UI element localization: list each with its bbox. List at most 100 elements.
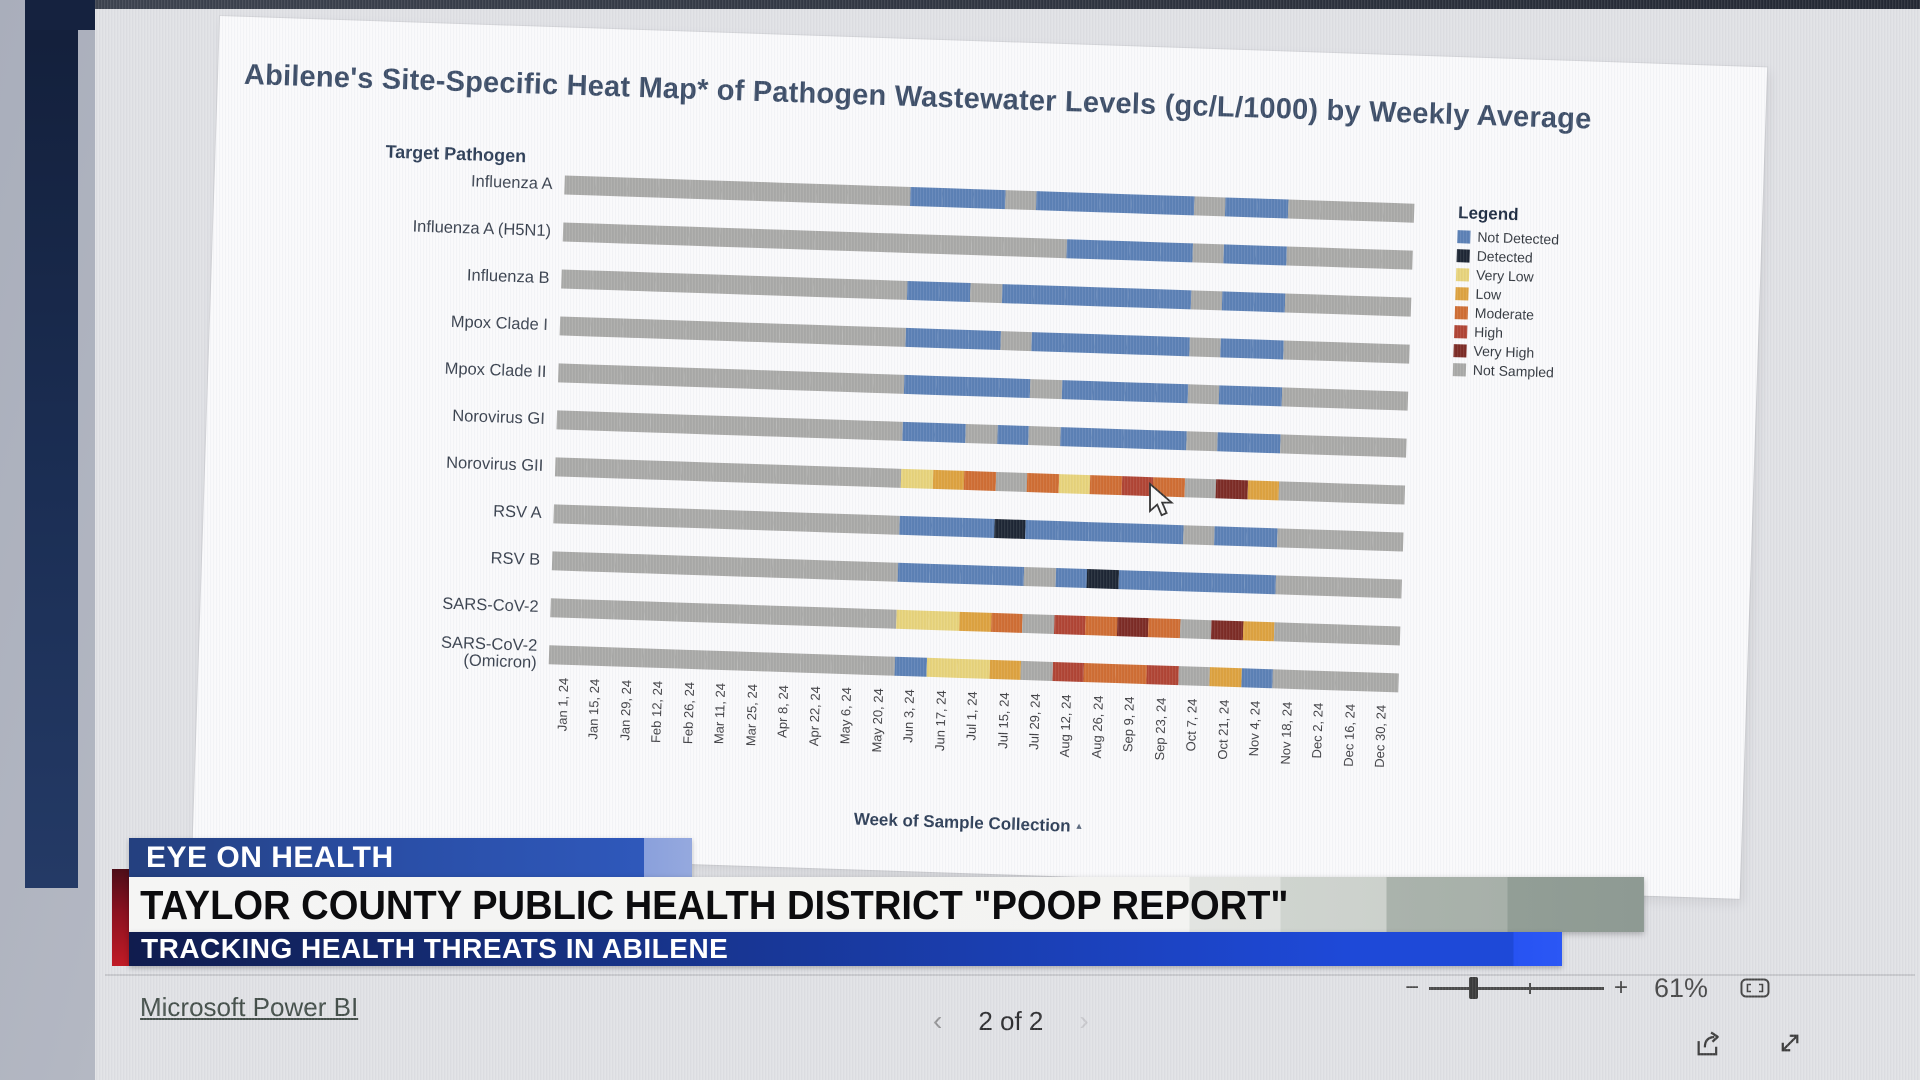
- heatmap-cell[interactable]: [1192, 243, 1225, 264]
- heatmap-cell[interactable]: [1099, 193, 1132, 214]
- heatmap-cell[interactable]: [1129, 241, 1162, 262]
- heatmap-cell[interactable]: [737, 651, 770, 672]
- heatmap-cell[interactable]: [1211, 620, 1244, 641]
- heatmap-cell[interactable]: [551, 551, 584, 572]
- heatmap-cell[interactable]: [897, 562, 931, 583]
- heatmap-cell[interactable]: [806, 465, 839, 486]
- heatmap-cell[interactable]: [973, 189, 1006, 210]
- heatmap-cell[interactable]: [1003, 237, 1036, 258]
- heatmap-cell[interactable]: [989, 659, 1022, 680]
- heatmap-cell[interactable]: [1052, 661, 1085, 682]
- heatmap-cell[interactable]: [1307, 576, 1340, 597]
- heatmap-cell[interactable]: [937, 328, 970, 350]
- heatmap-cell[interactable]: [899, 515, 932, 536]
- heatmap-cell[interactable]: [674, 649, 707, 670]
- heatmap-cell[interactable]: [1308, 529, 1341, 550]
- heatmap-cell[interactable]: [1242, 621, 1275, 642]
- heatmap-cell[interactable]: [1303, 670, 1336, 691]
- heatmap-cell[interactable]: [1160, 242, 1193, 263]
- heatmap-cell[interactable]: [1253, 292, 1286, 313]
- heatmap-cell[interactable]: [562, 222, 595, 243]
- heatmap-cell[interactable]: [1061, 380, 1094, 401]
- heatmap-cell[interactable]: [550, 598, 583, 619]
- heatmap-cell[interactable]: [997, 425, 1030, 446]
- heatmap-cell[interactable]: [1115, 664, 1148, 685]
- heatmap-cell[interactable]: [1244, 574, 1277, 595]
- heatmap-cell[interactable]: [1376, 390, 1409, 411]
- heatmap-cell[interactable]: [688, 226, 721, 247]
- heatmap-cell[interactable]: [1382, 202, 1415, 223]
- heatmap-cell[interactable]: [680, 461, 713, 482]
- heatmap-cell[interactable]: [831, 654, 864, 675]
- heatmap-cell[interactable]: [800, 653, 833, 674]
- heatmap-cell[interactable]: [1366, 672, 1399, 693]
- heatmap-cell[interactable]: [926, 657, 959, 678]
- heatmap-cell[interactable]: [657, 225, 690, 246]
- heatmap-cell[interactable]: [1250, 386, 1283, 407]
- heatmap-cell[interactable]: [904, 374, 937, 395]
- heatmap-cell[interactable]: [990, 612, 1023, 633]
- heatmap-cell[interactable]: [1154, 430, 1187, 451]
- heatmap-cell[interactable]: [901, 468, 934, 489]
- heatmap-cell[interactable]: [1096, 287, 1129, 308]
- heatmap-cell[interactable]: [685, 320, 718, 341]
- heatmap-cell[interactable]: [878, 185, 912, 206]
- heatmap-cell[interactable]: [1283, 340, 1316, 361]
- heatmap-cell[interactable]: [1288, 199, 1321, 220]
- heatmap-cell[interactable]: [941, 188, 974, 209]
- heatmap-cell[interactable]: [1254, 245, 1288, 266]
- heatmap-cell[interactable]: [1092, 381, 1126, 402]
- fullscreen-expand-icon[interactable]: [1775, 1028, 1805, 1063]
- heatmap-cell[interactable]: [1097, 240, 1130, 261]
- heatmap-cell[interactable]: [739, 604, 772, 625]
- heatmap-cell[interactable]: [1217, 432, 1250, 453]
- heatmap-cell[interactable]: [1369, 578, 1403, 599]
- heatmap-cell[interactable]: [902, 421, 935, 442]
- heatmap-cell[interactable]: [554, 457, 588, 478]
- powerbi-brand-link[interactable]: Microsoft Power BI: [140, 992, 359, 1022]
- heatmap-cell[interactable]: [748, 322, 781, 343]
- heatmap-cell[interactable]: [559, 316, 592, 337]
- heatmap-cell[interactable]: [1116, 617, 1149, 638]
- heatmap-cell[interactable]: [713, 415, 746, 436]
- heatmap-cell[interactable]: [838, 466, 871, 487]
- heatmap-cell[interactable]: [643, 648, 676, 669]
- heatmap-cell[interactable]: [927, 610, 960, 631]
- heatmap-cell[interactable]: [869, 467, 902, 488]
- heatmap-cell[interactable]: [1094, 334, 1127, 355]
- heatmap-cell[interactable]: [1089, 475, 1122, 496]
- heatmap-cell[interactable]: [751, 228, 784, 249]
- heatmap-cell[interactable]: [1122, 429, 1155, 450]
- heatmap-cell[interactable]: [993, 518, 1026, 539]
- sort-icon[interactable]: ▲: [1074, 820, 1084, 832]
- heatmap-cell[interactable]: [677, 555, 710, 576]
- heatmap-cell[interactable]: [740, 557, 773, 578]
- heatmap-cell[interactable]: [940, 235, 973, 256]
- heatmap-cell[interactable]: [1036, 191, 1069, 212]
- heatmap-cell[interactable]: [805, 512, 838, 533]
- heatmap-cell[interactable]: [690, 179, 723, 200]
- heatmap-cell[interactable]: [1240, 668, 1274, 689]
- heatmap-cell[interactable]: [644, 601, 677, 622]
- heatmap-cell[interactable]: [1374, 437, 1407, 458]
- heatmap-cell[interactable]: [1055, 568, 1088, 589]
- heatmap-cell[interactable]: [866, 561, 899, 582]
- heatmap-cell[interactable]: [839, 419, 872, 440]
- zoom-in-button[interactable]: +: [1614, 974, 1629, 1001]
- heatmap-cell[interactable]: [720, 227, 753, 248]
- heatmap-cell[interactable]: [1179, 619, 1212, 640]
- heatmap-cell[interactable]: [646, 554, 679, 575]
- heatmap-cell[interactable]: [1275, 575, 1308, 596]
- heatmap-cell[interactable]: [548, 645, 581, 666]
- heatmap-cell[interactable]: [595, 176, 628, 197]
- heatmap-cell[interactable]: [746, 369, 779, 390]
- heatmap-cell[interactable]: [1034, 238, 1067, 259]
- heatmap-cell[interactable]: [1256, 198, 1289, 219]
- heatmap-cell[interactable]: [968, 330, 1001, 351]
- heatmap-cell[interactable]: [1000, 331, 1033, 352]
- heatmap-cell[interactable]: [1188, 337, 1222, 358]
- heatmap-cell[interactable]: [558, 363, 591, 384]
- heatmap-cell[interactable]: [652, 366, 685, 387]
- heatmap-cell[interactable]: [938, 281, 971, 303]
- heatmap-cell[interactable]: [1349, 248, 1382, 269]
